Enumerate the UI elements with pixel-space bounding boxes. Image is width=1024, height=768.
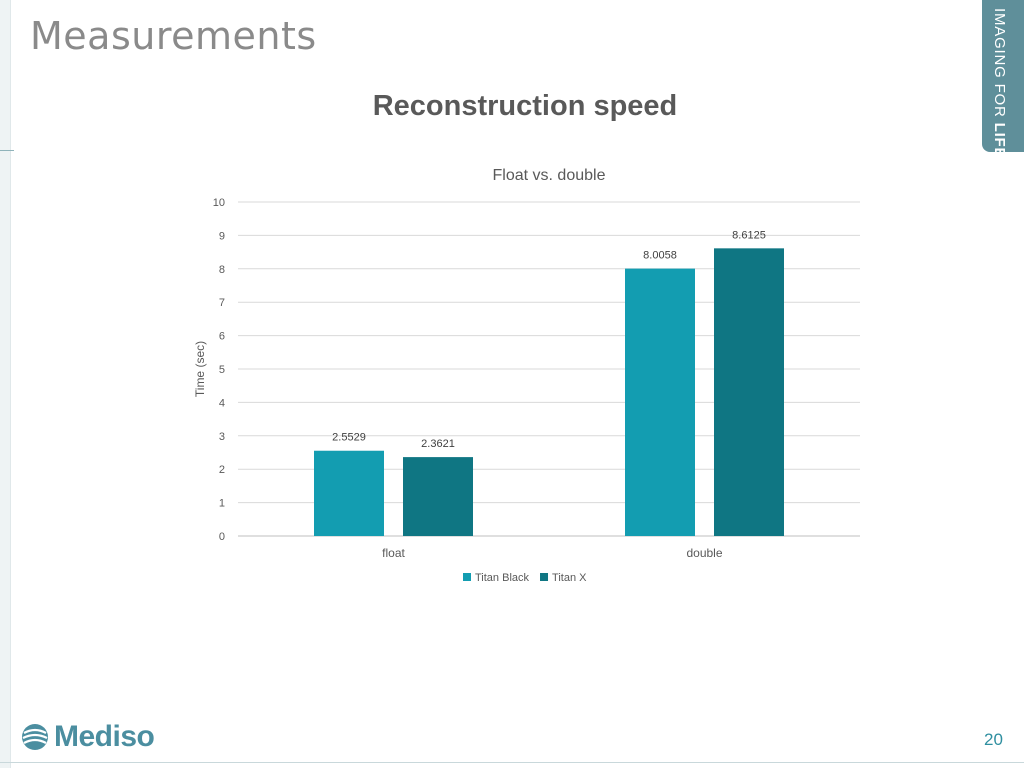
y-tick-label: 3	[219, 431, 225, 443]
y-tick-label: 10	[213, 197, 225, 209]
brand-tab	[982, 0, 1024, 152]
y-tick-label: 5	[219, 364, 225, 376]
data-label: 8.0058	[643, 250, 677, 262]
y-tick-label: 1	[219, 498, 225, 510]
x-tick-label: float	[382, 546, 405, 560]
mediso-logo: Mediso	[20, 720, 155, 754]
y-tick-label: 8	[219, 264, 225, 276]
data-label: 2.5529	[332, 432, 366, 444]
legend-label: Titan Black	[475, 572, 530, 584]
y-axis-label: Time (sec)	[193, 341, 207, 397]
mediso-logo-icon	[22, 724, 48, 750]
brand-tagline: IMAGING FOR LIFE	[991, 8, 1008, 158]
y-tick-label: 4	[219, 397, 225, 409]
y-tick-label: 7	[219, 297, 225, 309]
bar	[625, 268, 695, 536]
data-label: 2.3621	[421, 438, 455, 450]
chart-title: Float vs. double	[493, 167, 606, 184]
bar	[314, 450, 384, 536]
legend-swatch	[463, 573, 471, 581]
mediso-logo-text: Mediso	[54, 720, 155, 753]
bar	[714, 248, 784, 536]
left-divider-tick	[0, 150, 14, 151]
legend-label: Titan X	[552, 572, 587, 584]
bar-chart: Float vs. double 0 1 2 3 4 5 6 7 8 9 10 Time (sec) 2.…	[193, 167, 860, 584]
page-number: 20	[984, 730, 1003, 749]
slide-title: Measurements	[30, 14, 317, 58]
legend-swatch	[540, 573, 549, 581]
left-border-strip	[0, 0, 11, 768]
brand-tagline-emphasis: LIFE	[991, 122, 1008, 159]
slide-subtitle: Reconstruction speed	[372, 90, 678, 122]
y-tick-label: 6	[219, 331, 225, 343]
y-tick-label: 2	[219, 464, 225, 476]
bar	[403, 457, 473, 536]
brand-tagline-prefix: IMAGING FOR	[991, 8, 1008, 123]
footer-divider	[0, 762, 1024, 763]
x-tick-label: double	[686, 546, 722, 560]
data-label: 8.6125	[732, 229, 766, 241]
y-tick-label: 9	[219, 230, 225, 242]
y-tick-label: 0	[219, 531, 225, 543]
